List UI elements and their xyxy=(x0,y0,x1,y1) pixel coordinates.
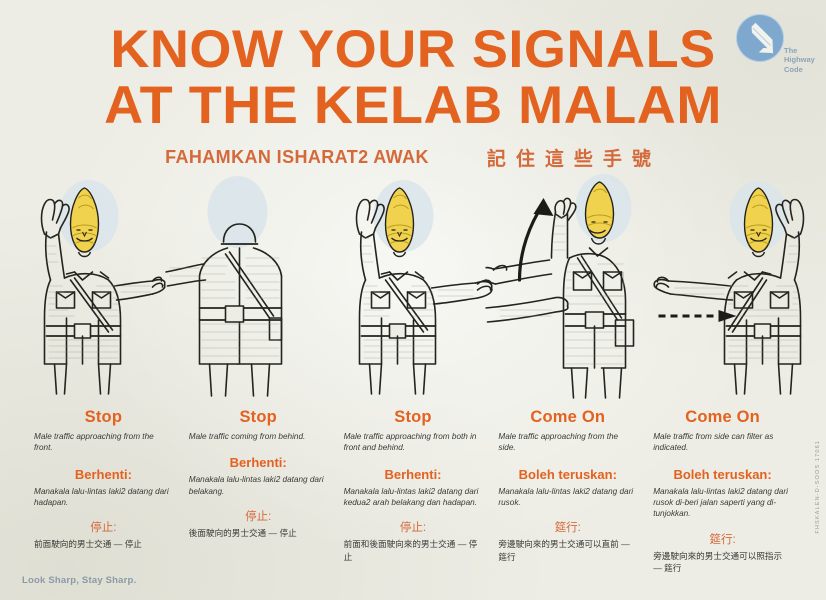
caption-english: Male traffic coming from behind. xyxy=(188,432,306,441)
caption-chinese: 旁邊駛向來的男士交通可以直前 — 筵行 xyxy=(498,539,630,562)
caption-malay-title: Berhenti: xyxy=(384,466,442,482)
turban-and-face-4 xyxy=(585,181,615,245)
officer-both-arms-stop-illustration xyxy=(355,180,493,395)
poster-subheadline: FAHAMKAN ISHARAT2 AWAK 記住這些手號 xyxy=(0,144,826,171)
caption-chinese-title: 筵行: xyxy=(709,533,736,546)
officer-arm-raised-front-illustration xyxy=(40,180,166,395)
poster-side-code: FHSKALEN-D-SOOS 17061 xyxy=(815,440,821,534)
caption-row: Stop Male traffic approaching from the f… xyxy=(0,408,826,578)
highway-code-logo: The Highway Code xyxy=(730,14,815,88)
caption-english: Male traffic approaching from the front. xyxy=(34,432,154,453)
caption-column-2: Stop Male traffic coming from behind. Be… xyxy=(181,408,336,578)
headline-line-2: AT THE KELAB MALAM xyxy=(104,75,722,135)
figure-cell-1 xyxy=(0,168,166,408)
poster-headline: KNOW YOUR SIGNALS AT THE KELAB MALAM xyxy=(0,0,826,132)
curved-motion-arrow xyxy=(518,202,546,282)
caption-column-3: Stop Male traffic approaching from both … xyxy=(336,408,491,578)
turban-and-face-5 xyxy=(744,187,774,258)
caption-malay-title: Boleh teruskan: xyxy=(673,466,772,482)
caption-malay-title: Berhenti: xyxy=(74,466,132,482)
caption-title: Come On xyxy=(685,408,760,426)
caption-chinese-title: 停止: xyxy=(90,522,117,535)
caption-english: Male traffic approaching from the side. xyxy=(498,432,619,453)
officer-arm-extended-dashed-arrow-illustration xyxy=(653,181,805,395)
caption-malay-title: Berhenti: xyxy=(229,455,287,471)
poster-tagline: Look Sharp, Stay Sharp. xyxy=(22,575,137,586)
turban-and-face-1 xyxy=(69,187,99,258)
subheadline-chinese: 記住這些手號 xyxy=(486,148,661,170)
caption-malay: Manakala lalu-lintas laki2 datang dari r… xyxy=(498,486,634,507)
caption-english: Male traffic from side can filter as ind… xyxy=(653,432,774,453)
caption-column-1: Stop Male traffic approaching from the f… xyxy=(26,408,181,578)
figure-cell-4 xyxy=(485,168,661,408)
curved-arrow-head xyxy=(533,198,554,216)
caption-malay: Manakala lalu-lintas laki2 datang dari h… xyxy=(34,486,169,507)
caption-chinese-title: 筵行: xyxy=(554,522,581,535)
logo-word-highway: Highway xyxy=(784,55,815,65)
officer-back-arm-extended-illustration xyxy=(165,176,283,397)
caption-english: Male traffic approaching from both in fr… xyxy=(343,432,477,453)
caption-title: Stop xyxy=(84,408,123,426)
caption-title: Come On xyxy=(530,408,606,426)
dashed-motion-arrow xyxy=(658,310,737,322)
caption-column-4: Come On Male traffic approaching from th… xyxy=(490,408,645,578)
caption-chinese: 前面駛向的男士交通 — 停止 xyxy=(34,539,142,550)
caption-chinese-title: 停止: xyxy=(245,510,272,523)
logo-word-code: Code xyxy=(784,64,803,74)
caption-title: Stop xyxy=(394,408,432,426)
figure-cell-3 xyxy=(330,168,495,408)
caption-malay: Manakala lalu-lintas laki2 datang dari b… xyxy=(188,475,324,496)
dashed-arrow-head xyxy=(718,310,737,322)
officer-beckon-arm-curved-arrow-illustration xyxy=(485,174,635,399)
caption-chinese-title: 停止: xyxy=(399,522,427,535)
logo-wordmark: The Highway Code xyxy=(784,46,818,74)
figure-cell-5 xyxy=(653,168,826,408)
caption-chinese: 後面駛向的男士交通 — 停止 xyxy=(188,527,297,538)
headline-line-1: KNOW YOUR SIGNALS xyxy=(110,20,716,79)
logo-word-the: The xyxy=(784,46,798,55)
down-right-arrow-icon xyxy=(736,14,784,62)
figure-cell-2 xyxy=(165,168,330,408)
poster-header: KNOW YOUR SIGNALS AT THE KELAB MALAM FAH… xyxy=(0,0,826,172)
turban-and-face-3 xyxy=(384,187,415,258)
caption-chinese: 旁邊駛向來的男士交通可以照指示 — 筵行 xyxy=(653,550,783,574)
figure-row xyxy=(0,168,826,408)
caption-malay-title: Boleh teruskan: xyxy=(518,466,617,482)
caption-malay: Manakala lalu-lintas laki2 datang dari k… xyxy=(343,486,479,507)
caption-chinese: 前面和後面駛向來的男士交通 — 停止 xyxy=(343,539,478,562)
caption-title: Stop xyxy=(239,408,277,426)
caption-malay: Manakala lalu-lintas laki2 datang dari r… xyxy=(653,486,788,519)
caption-column-5: Come On Male traffic from side can filte… xyxy=(645,408,800,578)
subheadline-malay: FAHAMKAN ISHARAT2 AWAK xyxy=(165,146,429,167)
